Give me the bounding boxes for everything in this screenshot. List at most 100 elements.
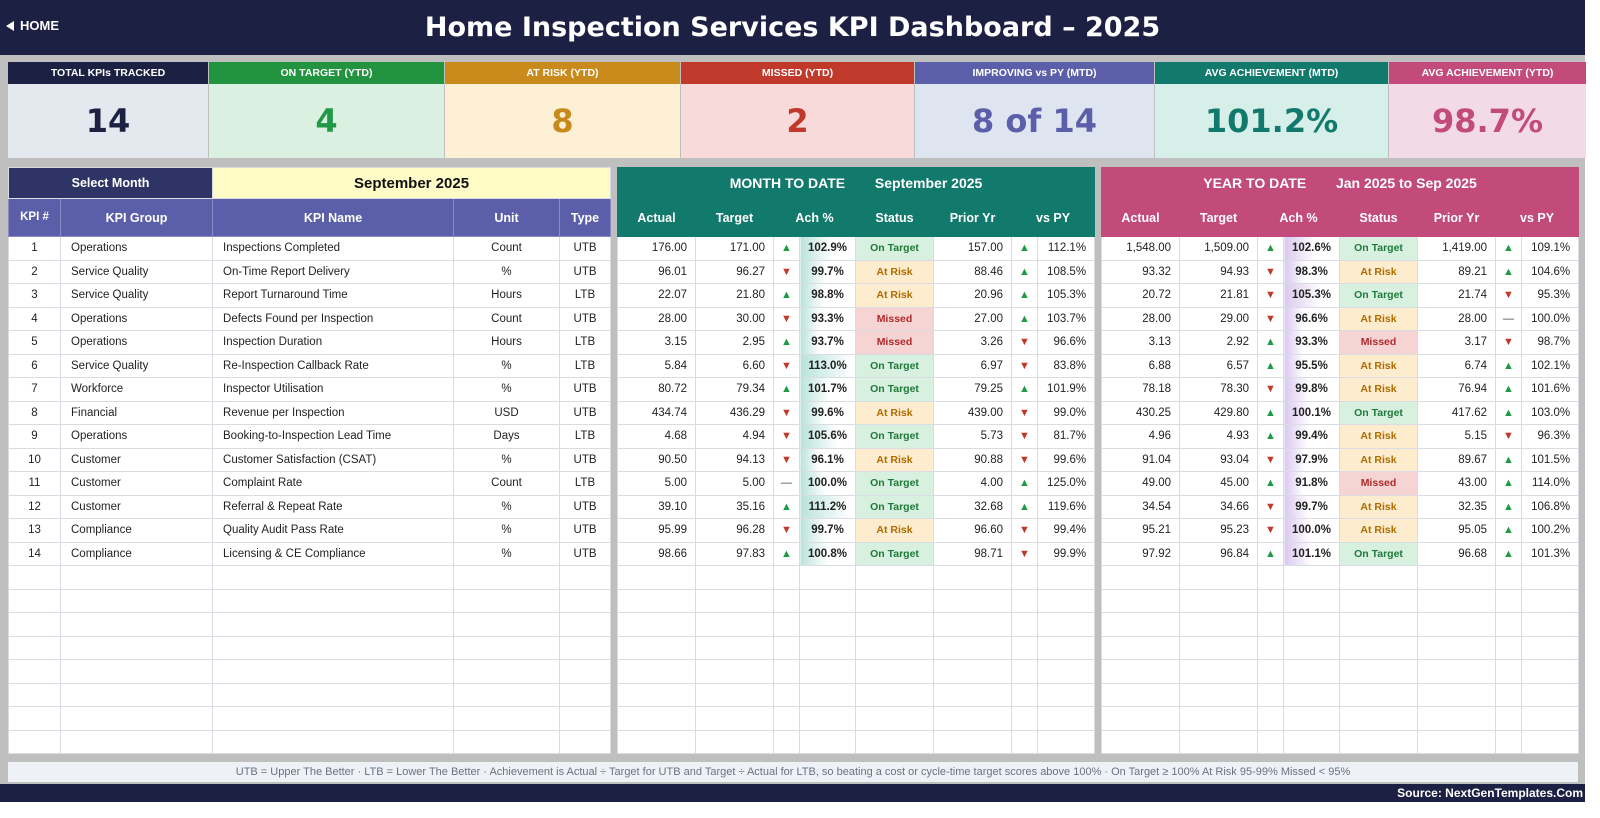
table-row[interactable]: 5.84 6.60 ▼ 113.0% On Target 6.97 ▼ 83.8% [617,353,1096,378]
table-row[interactable]: 10 Customer Customer Satisfaction (CSAT)% U… [8,447,612,472]
actual-cell: 20.72 [1101,283,1180,308]
vs-py-cell: 106.8% [1520,494,1580,519]
vs-py-cell: 99.9% [1036,541,1096,566]
triangle-down-icon: ▼ [773,424,800,449]
actual-cell: 34.54 [1101,494,1180,519]
prior-year-cell: 89.21 [1417,259,1496,284]
empty-cell [1520,612,1580,637]
table-row[interactable]: 13 Compliance Quality Audit Pass Rate% UTB [8,518,612,543]
kpi-group-cell: Service Quality [59,283,214,308]
table-row[interactable]: 90.50 94.13 ▼ 96.1% At Risk 90.88 ▼ 99.6% [617,447,1096,472]
empty-row [8,565,612,590]
table-row[interactable]: 49.00 45.00 ▲ 91.8% Missed 43.00 ▲ 114.0% [1101,471,1580,496]
target-cell: 79.34 [695,377,774,402]
table-row[interactable]: 93.32 94.93 ▼ 98.3% At Risk 89.21 ▲ 104.6% [1101,259,1580,284]
mtd-period: September 2025 [874,175,983,191]
table-row[interactable]: 20.72 21.81 ▼ 105.3% On Target 21.74 ▼ 95.3% [1101,283,1580,308]
triangle-up-icon: ▲ [1495,400,1522,425]
table-row[interactable]: 176.00 171.00 ▲ 102.9% On Target 157.00 ▲ 112.1… [617,236,1096,261]
kpi-name-cell: Re-Inspection Callback Rate [212,353,455,378]
table-row[interactable]: 95.21 95.23 ▼ 100.0% At Risk 95.05 ▲ 100.2% [1101,518,1580,543]
empty-cell [453,565,561,590]
table-row[interactable]: 39.10 35.16 ▲ 111.2% On Target 32.68 ▲ 119.6% [617,494,1096,519]
table-row[interactable]: 6 Service Quality Re-Inspection Callback R… [8,353,612,378]
empty-cell [1339,659,1418,684]
table-row[interactable]: 5 Operations Inspection Duration Hours LTB [8,330,612,355]
kpi-card-label: AVG ACHIEVEMENT (YTD) [1389,62,1586,84]
table-row[interactable]: 95.99 96.28 ▼ 99.7% At Risk 96.60 ▼ 99.4% [617,518,1096,543]
achievement-cell: 93.3% [799,306,856,331]
empty-cell [1257,729,1284,754]
empty-cell [1520,588,1580,613]
table-row[interactable]: 12 Customer Referral & Repeat Rate% UTB [8,494,612,519]
status-badge: At Risk [855,400,934,425]
kpi-card-label: AT RISK (YTD) [445,62,680,84]
achievement-cell: 93.7% [799,330,856,355]
kpi-card: MISSED (YTD) 2 [681,62,914,158]
kpi-unit-cell: Count [453,471,561,496]
table-row[interactable]: 3 Service Quality Report Turnaround Time Ho… [8,283,612,308]
table-row[interactable]: 2 Service Quality On-Time Report Delivery%… [8,259,612,284]
table-row[interactable]: 14 Compliance Licensing & CE Compliance% UT… [8,541,612,566]
table-row[interactable]: 1 Operations Inspections Completed Count UTB [8,236,612,261]
table-row[interactable]: 1,548.00 1,509.00 ▲ 102.6% On Target 1,419.00… [1101,236,1580,261]
actual-cell: 3.15 [617,330,696,355]
empty-cell [1520,565,1580,590]
empty-row [617,565,1096,590]
table-row[interactable]: 80.72 79.34 ▲ 101.7% On Target 79.25 ▲ 101.9% [617,377,1096,402]
right-margin [1585,0,1600,818]
table-row[interactable]: 11 Customer Complaint Rate Count LTB [8,471,612,496]
home-label: HOME [20,18,59,33]
empty-cell [1101,635,1180,660]
kpi-card-value: 8 of 14 [915,84,1154,158]
kpi-unit-cell: % [453,259,561,284]
table-row[interactable]: 97.92 96.84 ▲ 101.1% On Target 96.68 ▲ 101.3% [1101,541,1580,566]
table-row[interactable]: 4.96 4.93 ▲ 99.4% At Risk 5.15 ▼ 96.3% [1101,424,1580,449]
triangle-down-icon: ▼ [1011,541,1038,566]
table-row[interactable]: 3.13 2.92 ▲ 93.3% Missed 3.17 ▼ 98.7% [1101,330,1580,355]
table-row[interactable]: 4.68 4.94 ▼ 105.6% On Target 5.73 ▼ 81.7% [617,424,1096,449]
triangle-up-icon: ▲ [1257,541,1284,566]
empty-cell [695,588,774,613]
table-row[interactable]: 434.74 436.29 ▼ 99.6% At Risk 439.00 ▼ 99.0% [617,400,1096,425]
empty-cell [453,612,561,637]
table-row[interactable]: 22.07 21.80 ▲ 98.8% At Risk 20.96 ▲ 105.3% [617,283,1096,308]
target-cell: 78.30 [1179,377,1258,402]
table-row[interactable]: 6.88 6.57 ▲ 95.5% At Risk 6.74 ▲ 102.1% [1101,353,1580,378]
table-row[interactable]: 7 Workforce Inspector Utilisation% UTB [8,377,612,402]
status-badge: On Target [1339,400,1418,425]
table-row[interactable]: 98.66 97.83 ▲ 100.8% On Target 98.71 ▼ 99.9% [617,541,1096,566]
title-bar: HOME Home Inspection Services KPI Dashbo… [0,0,1585,55]
table-row[interactable]: 34.54 34.66 ▼ 99.7% At Risk 32.35 ▲ 106.8% [1101,494,1580,519]
table-row[interactable]: 430.25 429.80 ▲ 100.1% On Target 417.62 ▲ 103.0… [1101,400,1580,425]
table-row[interactable]: 4 Operations Defects Found per Inspection C… [8,306,612,331]
month-selector[interactable]: September 2025 [212,167,612,199]
table-row[interactable]: 9 Operations Booking-to-Inspection Lead Ti… [8,424,612,449]
table-row[interactable]: 28.00 29.00 ▼ 96.6% At Risk 28.00—100.0% [1101,306,1580,331]
empty-cell [1283,682,1340,707]
triangle-up-icon: ▲ [1495,377,1522,402]
target-cell: 94.13 [695,447,774,472]
kpi-list-panel: Select Month September 2025 KPI # KPI Gro… [7,167,612,754]
actual-cell: 80.72 [617,377,696,402]
table-row[interactable]: 8 Financial Revenue per Inspection USD UTB [8,400,612,425]
kpi-type-cell: UTB [559,306,612,331]
table-row[interactable]: 28.00 30.00 ▼ 93.3% Missed 27.00 ▲ 103.7% [617,306,1096,331]
table-row[interactable]: 91.04 93.04 ▼ 97.9% At Risk 89.67 ▲ 101.5% [1101,447,1580,472]
prior-year-cell: 4.00 [933,471,1012,496]
table-row[interactable]: 5.00 5.00—100.0% On Target 4.00 ▲ 125.0% [617,471,1096,496]
empty-cell [933,565,1012,590]
kpi-card: AVG ACHIEVEMENT (MTD) 101.2% [1155,62,1388,158]
status-badge: Missed [1339,330,1418,355]
table-row[interactable]: 78.18 78.30 ▼ 99.8% At Risk 76.94 ▲ 101.6% [1101,377,1580,402]
empty-cell [773,588,800,613]
kpi-name-cell: On-Time Report Delivery [212,259,455,284]
home-button[interactable]: HOME [6,18,59,33]
empty-cell [59,565,214,590]
table-row[interactable]: 96.01 96.27 ▼ 99.7% At Risk 88.46 ▲ 108.5% [617,259,1096,284]
actual-cell: 95.21 [1101,518,1180,543]
table-row[interactable]: 3.15 2.95 ▲ 93.7% Missed 3.26 ▼ 96.6% [617,330,1096,355]
empty-cell [1036,588,1096,613]
empty-cell [617,635,696,660]
